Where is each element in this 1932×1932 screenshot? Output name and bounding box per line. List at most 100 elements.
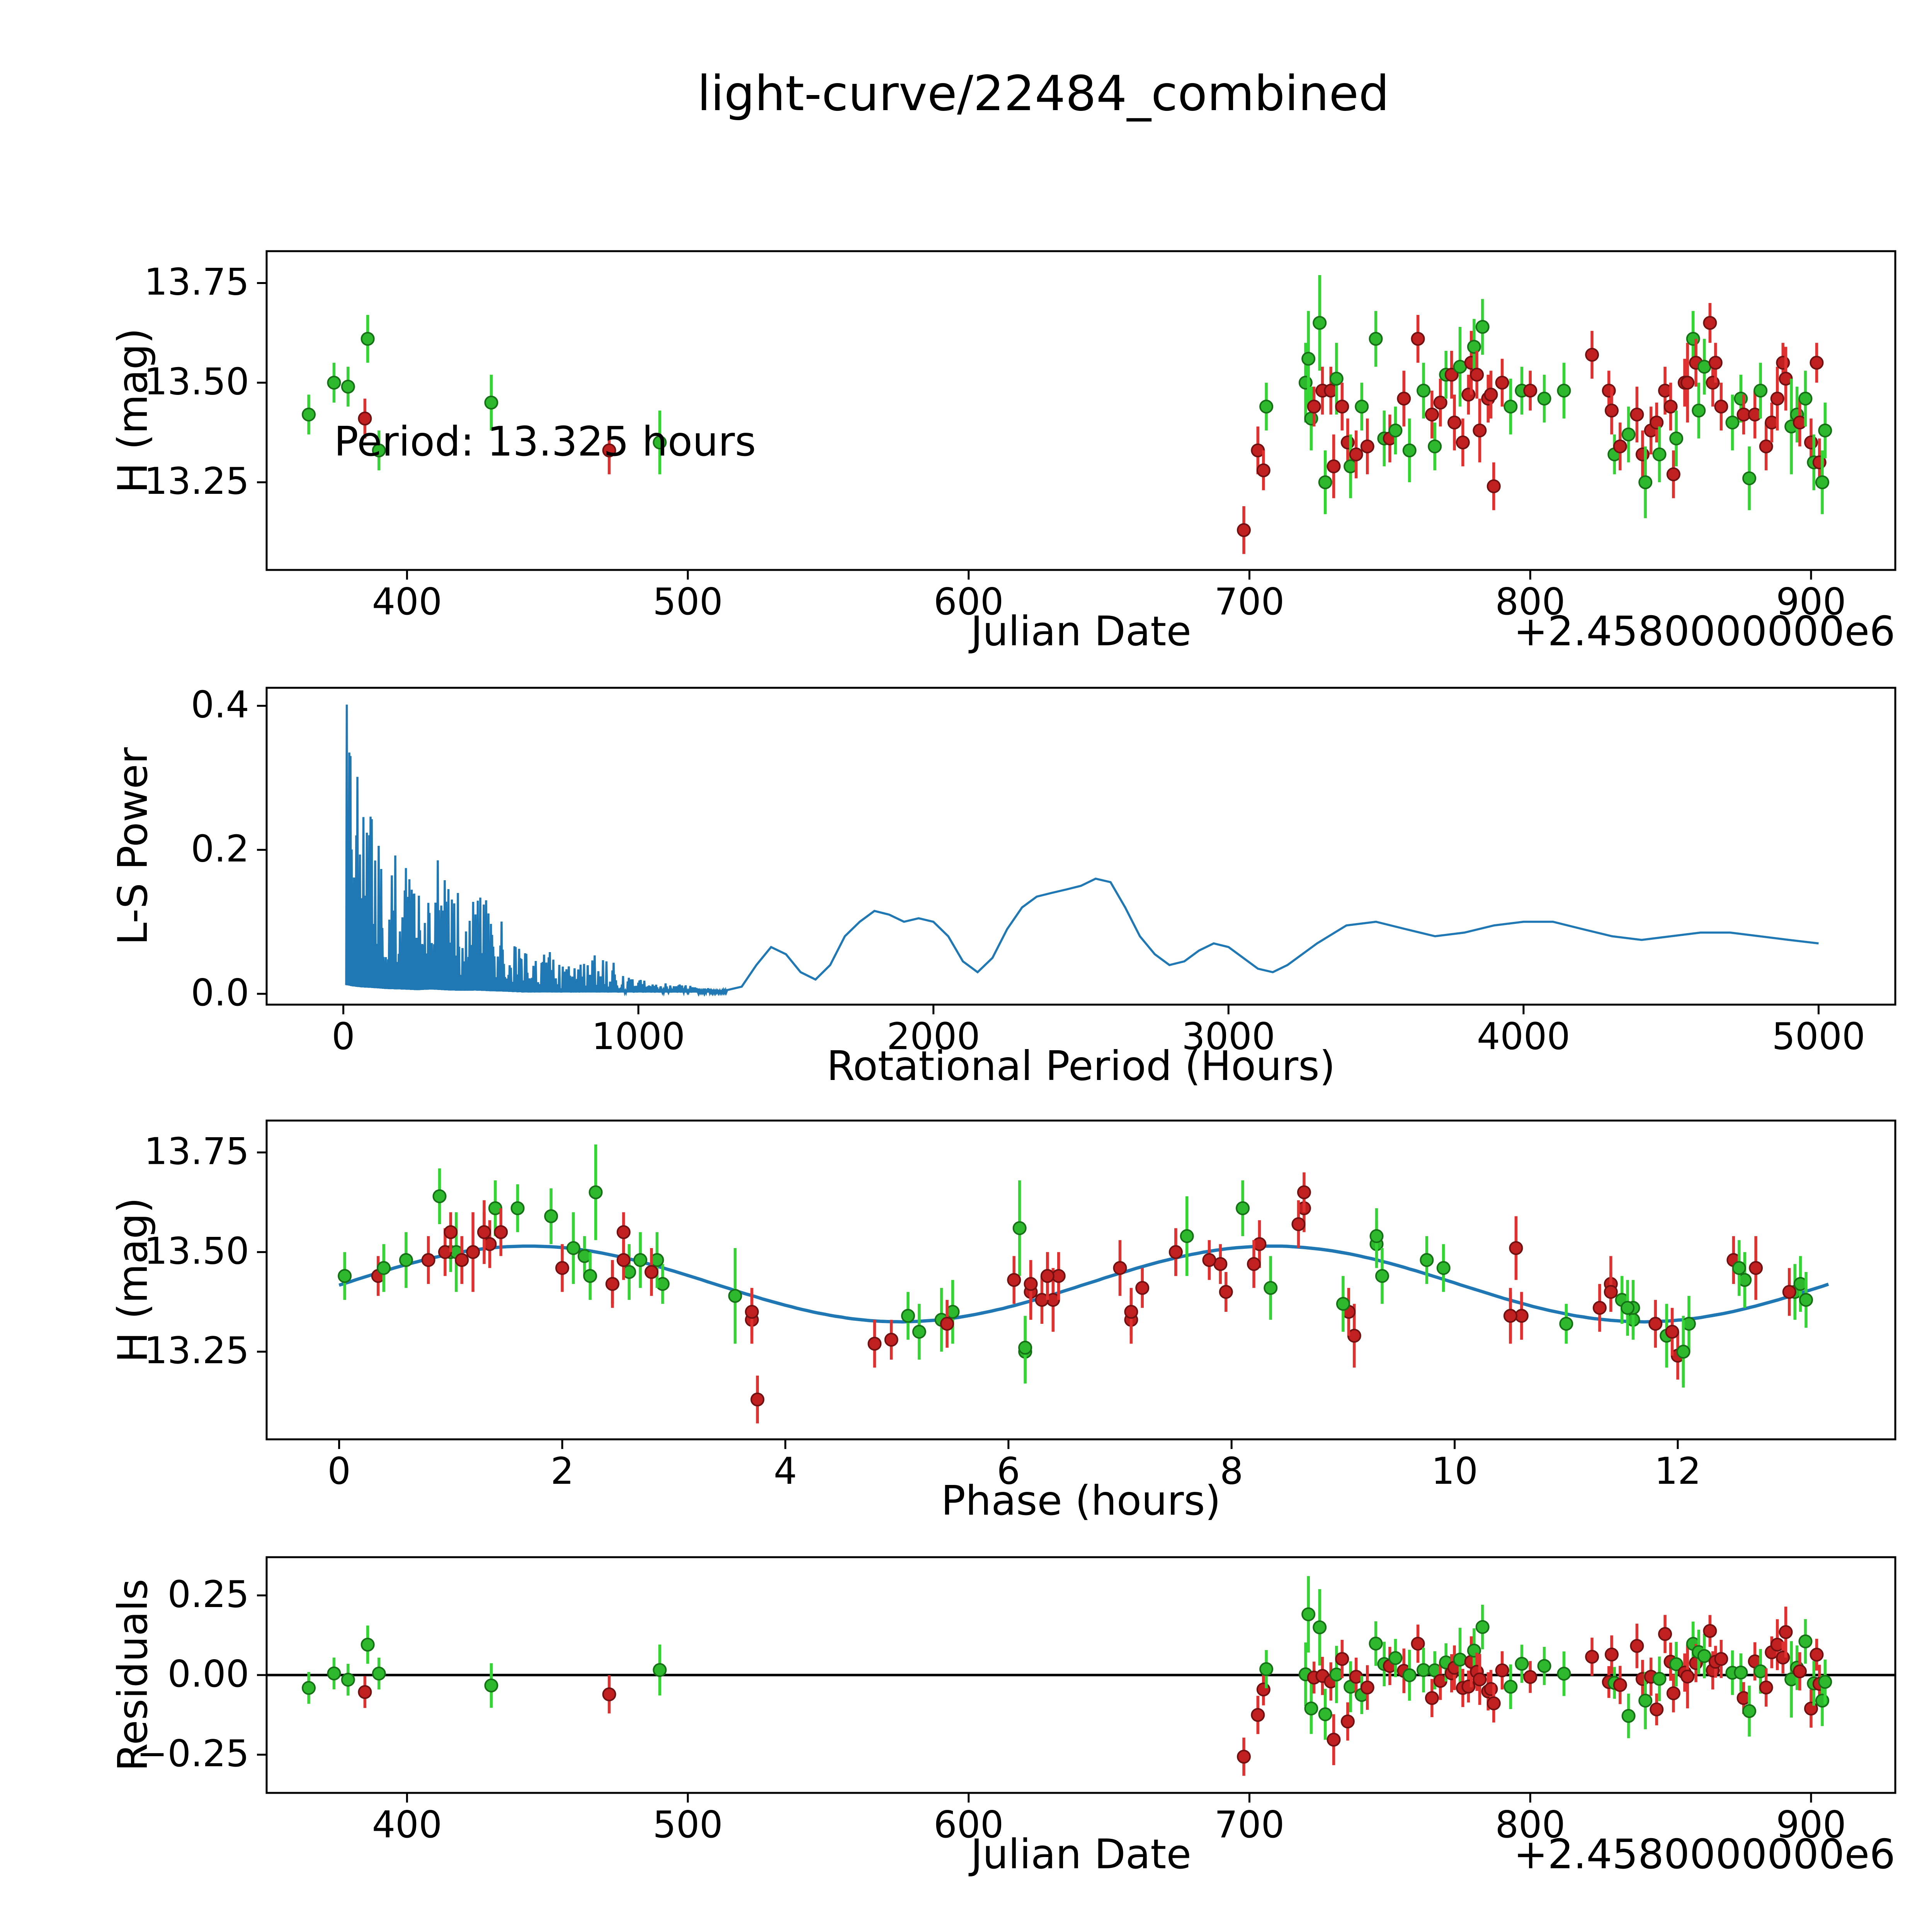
data-point <box>1621 1301 1635 1315</box>
data-point <box>1537 1659 1551 1673</box>
data-point <box>341 379 355 394</box>
y-tick-label: 13.50 <box>144 361 249 403</box>
x-tick-label: 12 <box>1655 1450 1701 1493</box>
y-tick-label: 0.0 <box>191 972 249 1014</box>
data-point <box>302 407 316 422</box>
x-tick-label: 500 <box>653 1804 723 1846</box>
data-point <box>1461 388 1476 402</box>
data-point <box>1495 376 1509 390</box>
data-point <box>1665 1325 1679 1339</box>
x-tick-label: 5000 <box>1772 1015 1866 1058</box>
data-point <box>1613 1678 1627 1692</box>
data-point <box>1297 1185 1311 1199</box>
data-point <box>1503 400 1518 414</box>
data-point <box>750 1392 765 1406</box>
data-point <box>1815 1694 1830 1708</box>
x-tick-label: 500 <box>653 581 723 623</box>
data-point <box>1818 423 1832 438</box>
data-point <box>1420 1253 1434 1267</box>
axes-frame <box>265 1119 1896 1440</box>
data-point <box>1349 447 1363 461</box>
data-point <box>1585 1650 1599 1664</box>
data-point <box>1818 1675 1832 1689</box>
data-point <box>1473 423 1487 438</box>
data-point <box>302 1681 316 1695</box>
data-point <box>1799 1293 1813 1307</box>
data-point <box>1329 372 1344 386</box>
data-point <box>1355 400 1369 414</box>
data-point <box>566 1241 580 1255</box>
data-point <box>1447 415 1462 430</box>
data-point <box>1180 1229 1194 1243</box>
data-point <box>1680 1669 1695 1684</box>
data-point <box>1388 1651 1403 1665</box>
data-point <box>1630 1639 1644 1653</box>
data-point <box>1259 400 1274 414</box>
data-point <box>1486 479 1501 493</box>
x-offset-label: +2.4580000000e6 <box>1514 608 1895 655</box>
x-tick-label: 800 <box>1495 581 1565 623</box>
data-point <box>1461 1679 1476 1694</box>
data-point <box>1602 383 1616 398</box>
data-point <box>444 1225 458 1239</box>
data-point <box>1669 431 1684 446</box>
data-point <box>1703 1624 1717 1638</box>
data-point <box>466 1245 480 1259</box>
data-point <box>745 1304 759 1319</box>
data-point <box>1425 1691 1439 1705</box>
x-tick-label: 2 <box>551 1450 574 1493</box>
data-point <box>455 1253 469 1267</box>
x-axis-label: Julian Date <box>968 1831 1191 1878</box>
data-point <box>1467 340 1481 354</box>
data-point <box>1503 1680 1518 1694</box>
data-point <box>1515 1656 1529 1671</box>
data-point <box>1686 332 1700 346</box>
x-tick-label: 10 <box>1431 1450 1478 1493</box>
data-point <box>1734 1665 1748 1680</box>
data-point <box>1236 1201 1250 1215</box>
x-axis-label: Julian Date <box>968 608 1191 655</box>
data-point <box>372 443 386 457</box>
data-point <box>1369 1229 1384 1243</box>
x-tick-label: 4 <box>774 1450 797 1493</box>
y-tick-label: 13.25 <box>144 460 249 503</box>
data-point <box>583 1269 597 1283</box>
data-point <box>341 1673 355 1687</box>
data-point <box>912 1325 926 1339</box>
data-point <box>361 332 375 346</box>
data-point <box>1335 1652 1349 1666</box>
data-point <box>884 1333 898 1347</box>
data-point <box>1428 439 1442 454</box>
data-point <box>1732 1261 1746 1275</box>
data-point <box>1236 1750 1251 1764</box>
data-point <box>1327 459 1341 473</box>
data-point <box>1301 352 1316 366</box>
data-point <box>1621 1709 1636 1723</box>
periodogram-line <box>345 704 1819 997</box>
x-tick-label: 700 <box>1214 581 1284 623</box>
data-point <box>432 1189 447 1203</box>
data-point <box>1417 383 1431 398</box>
x-tick-label: 900 <box>1776 581 1846 623</box>
data-point <box>1753 383 1768 398</box>
x-tick-label: 400 <box>372 1804 442 1846</box>
data-point <box>1335 400 1349 414</box>
data-point <box>399 1253 413 1267</box>
data-point <box>1742 471 1757 485</box>
data-point <box>1676 1345 1690 1359</box>
data-point <box>1124 1304 1138 1319</box>
x-tick-label: 700 <box>1214 1804 1284 1846</box>
data-point <box>653 435 667 450</box>
data-point <box>327 1666 341 1680</box>
data-point <box>1503 1309 1517 1323</box>
data-point <box>1638 475 1653 490</box>
data-point <box>1307 400 1321 414</box>
data-point <box>728 1289 742 1303</box>
data-point <box>494 1225 508 1239</box>
data-point <box>1388 423 1403 438</box>
data-point <box>1613 439 1627 454</box>
data-point <box>1236 523 1251 537</box>
data-point <box>1444 367 1459 382</box>
data-point <box>1663 400 1678 414</box>
data-point <box>1397 391 1411 406</box>
